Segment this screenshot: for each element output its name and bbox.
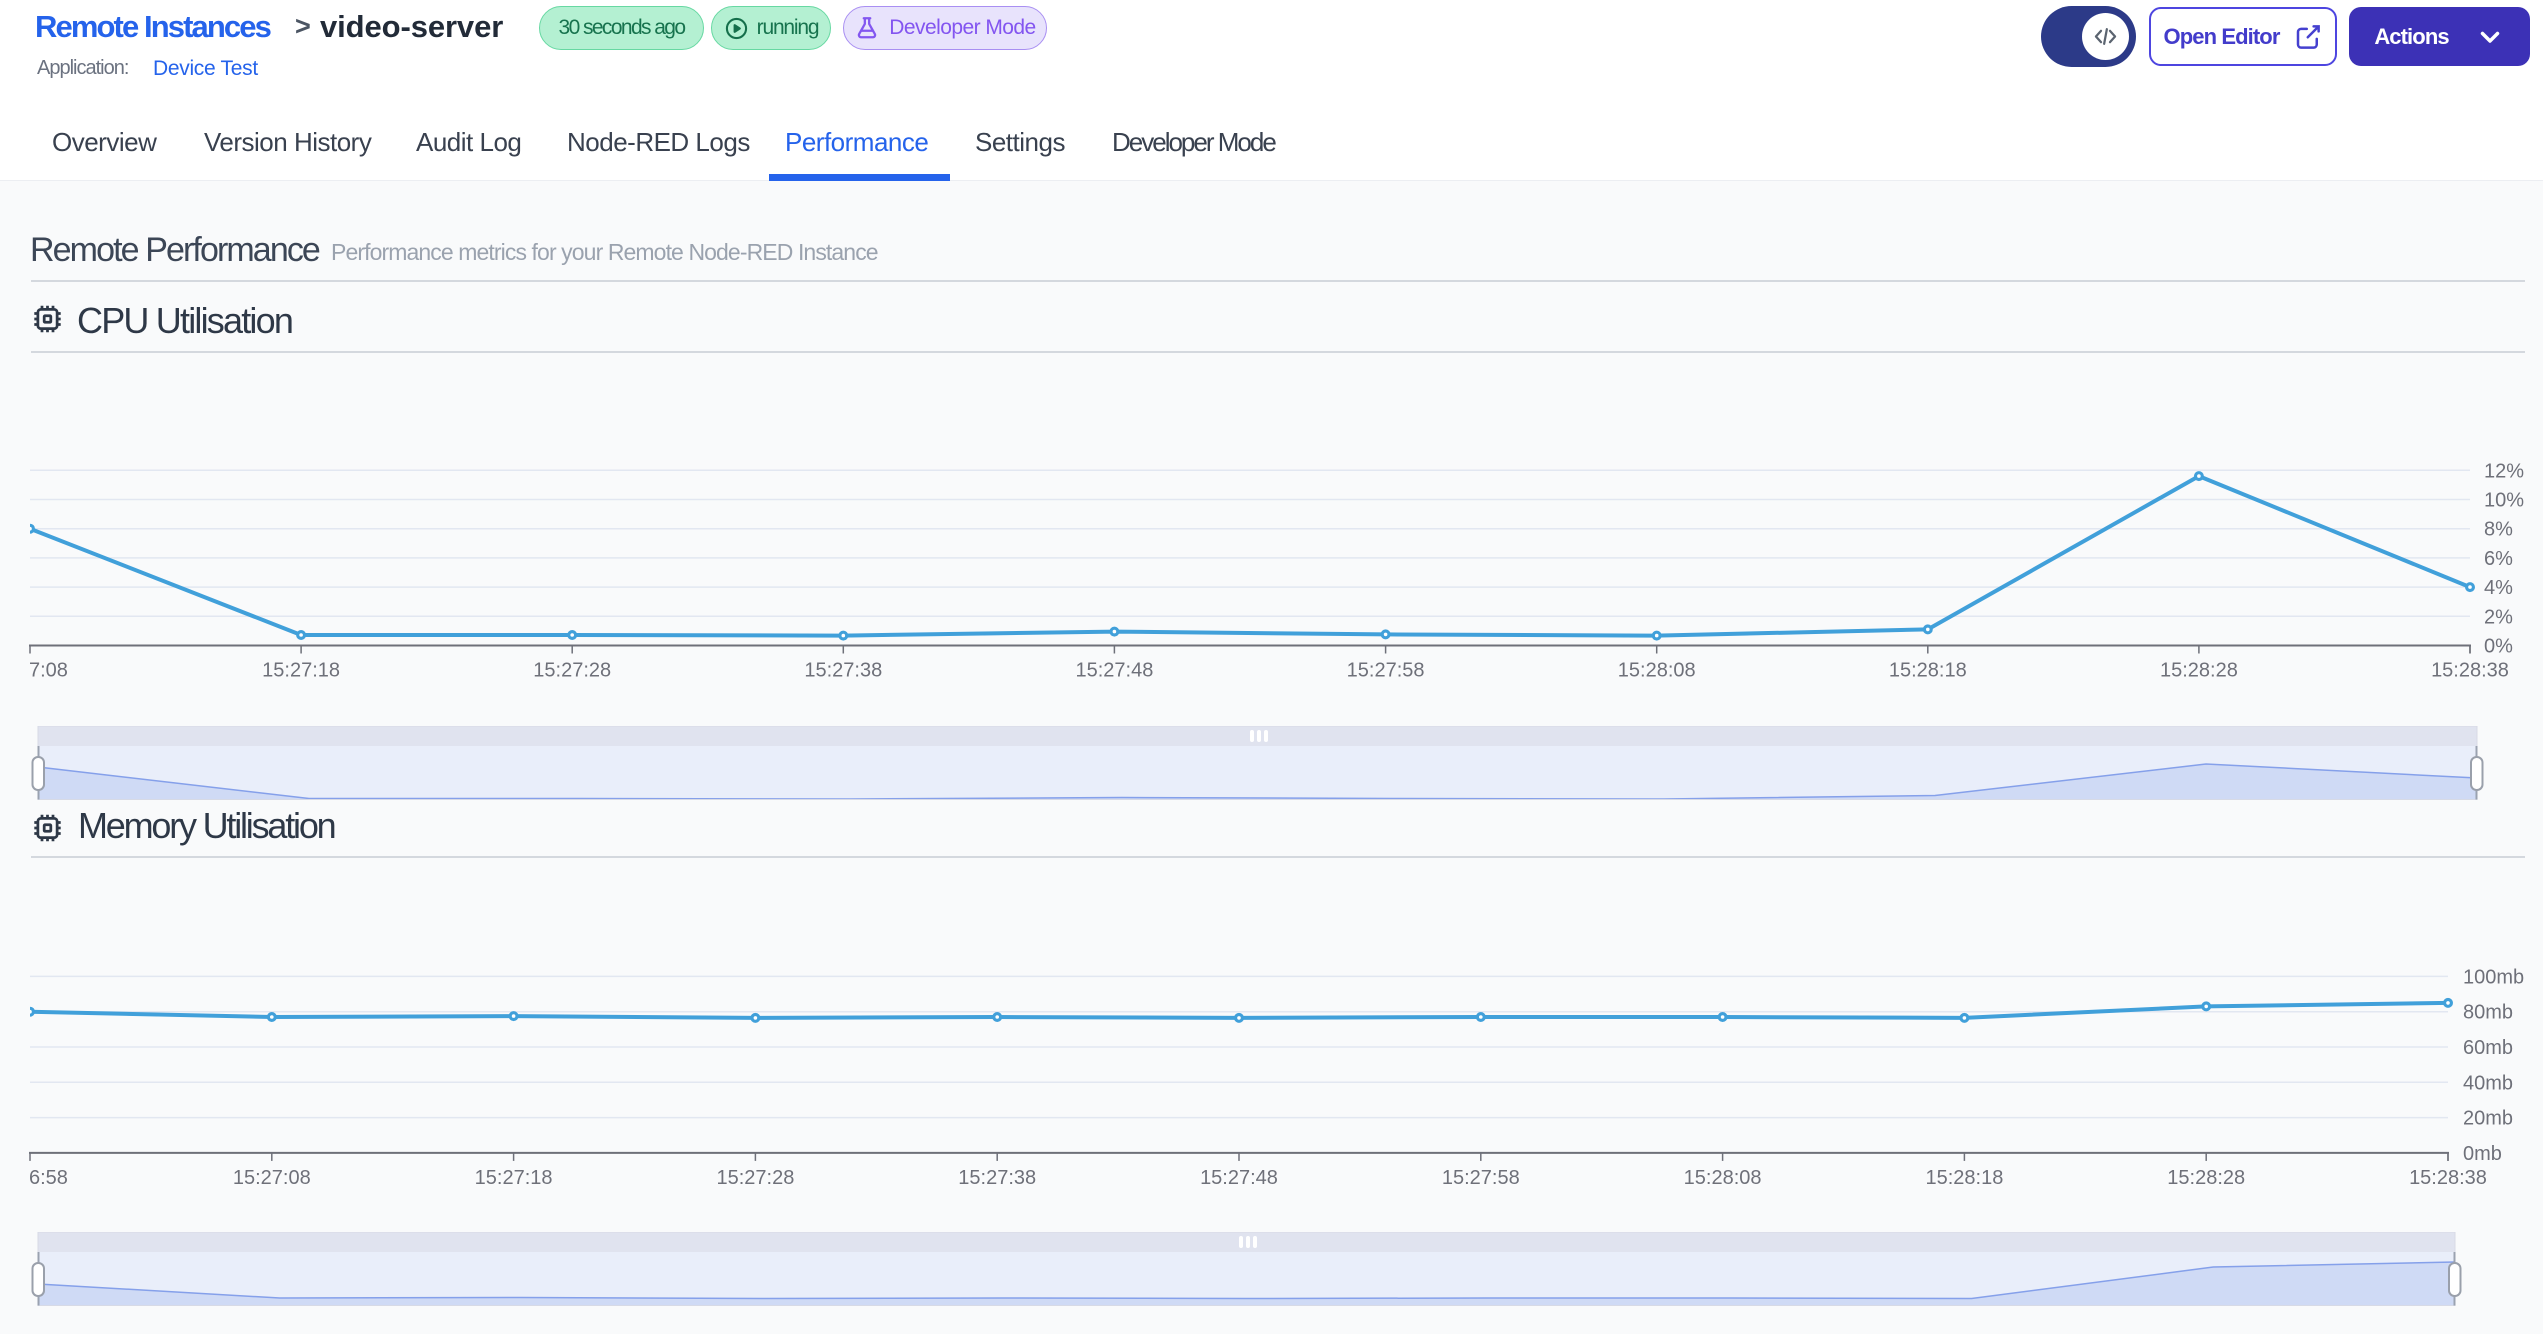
- svg-text:15:27:38: 15:27:38: [958, 1167, 1036, 1189]
- svg-text:4%: 4%: [2484, 577, 2513, 599]
- svg-text:0%: 0%: [2484, 636, 2513, 658]
- svg-text:7:08: 7:08: [29, 660, 68, 682]
- svg-text:15:27:58: 15:27:58: [1347, 660, 1425, 682]
- svg-text:15:27:18: 15:27:18: [475, 1167, 553, 1189]
- svg-text:80mb: 80mb: [2463, 1002, 2513, 1024]
- svg-text:20mb: 20mb: [2463, 1108, 2513, 1130]
- svg-text:15:27:08: 15:27:08: [233, 1167, 311, 1189]
- svg-text:15:28:08: 15:28:08: [1684, 1167, 1762, 1189]
- svg-text:12%: 12%: [2484, 460, 2524, 482]
- svg-text:15:28:28: 15:28:28: [2160, 660, 2238, 682]
- svg-text:15:27:58: 15:27:58: [1442, 1167, 1520, 1189]
- svg-text:60mb: 60mb: [2463, 1037, 2513, 1059]
- svg-text:15:27:18: 15:27:18: [262, 660, 340, 682]
- svg-text:15:28:18: 15:28:18: [1925, 1167, 2003, 1189]
- svg-text:0mb: 0mb: [2463, 1143, 2502, 1165]
- svg-text:15:28:08: 15:28:08: [1618, 660, 1696, 682]
- svg-text:15:27:28: 15:27:28: [716, 1167, 794, 1189]
- svg-text:15:28:38: 15:28:38: [2409, 1167, 2487, 1189]
- svg-text:40mb: 40mb: [2463, 1072, 2513, 1094]
- svg-text:15:27:48: 15:27:48: [1200, 1167, 1278, 1189]
- svg-text:15:28:38: 15:28:38: [2431, 660, 2509, 682]
- svg-text:15:27:38: 15:27:38: [804, 660, 882, 682]
- svg-text:2%: 2%: [2484, 606, 2513, 628]
- svg-text:15:28:28: 15:28:28: [2167, 1167, 2245, 1189]
- svg-text:100mb: 100mb: [2463, 966, 2524, 988]
- svg-text:6%: 6%: [2484, 548, 2513, 570]
- svg-text:15:27:48: 15:27:48: [1075, 660, 1153, 682]
- svg-text:6:58: 6:58: [29, 1167, 68, 1189]
- svg-text:10%: 10%: [2484, 490, 2524, 512]
- svg-text:8%: 8%: [2484, 519, 2513, 541]
- svg-text:15:27:28: 15:27:28: [533, 660, 611, 682]
- svg-text:15:28:18: 15:28:18: [1889, 660, 1967, 682]
